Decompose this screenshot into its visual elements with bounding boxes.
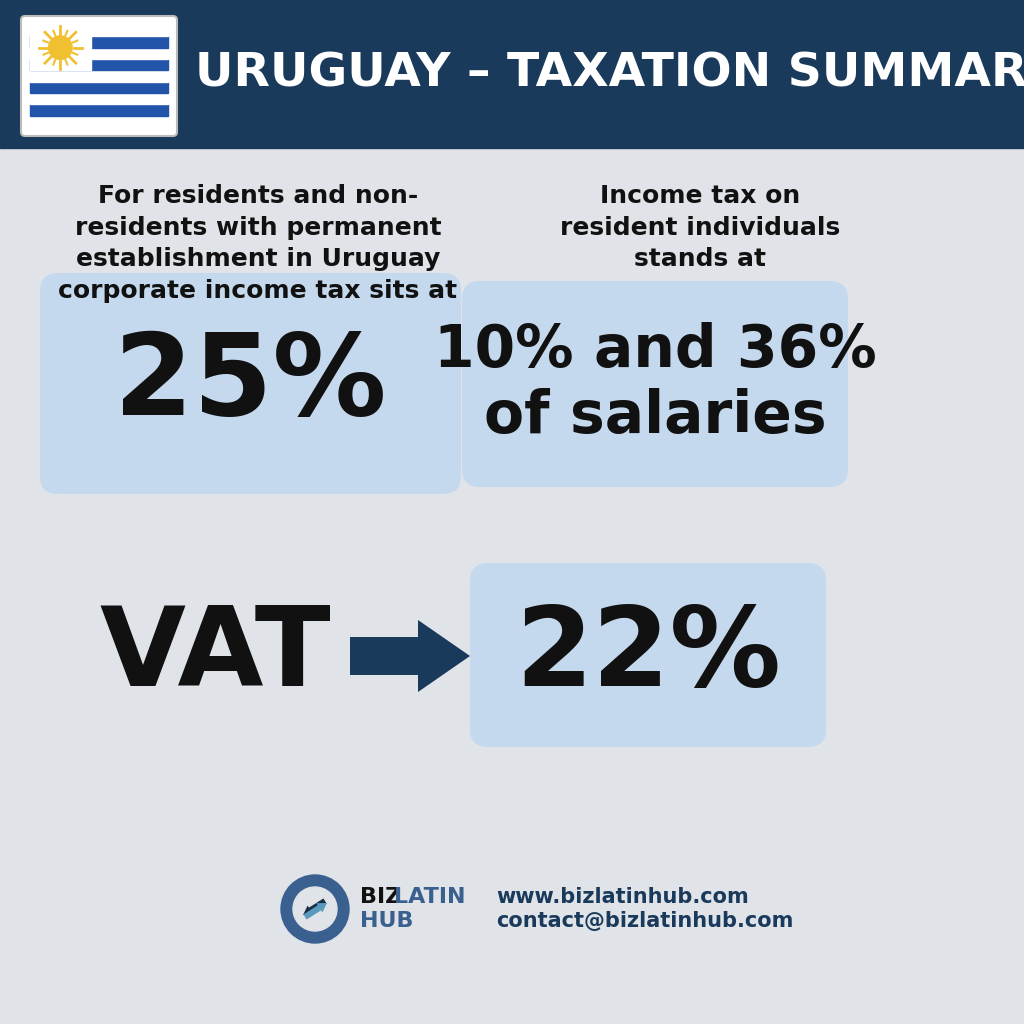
Text: 25%: 25% — [115, 328, 387, 439]
Bar — [30, 48, 168, 59]
Text: URUGUAY – TAXATION SUMMARY: URUGUAY – TAXATION SUMMARY — [195, 51, 1024, 96]
FancyBboxPatch shape — [470, 563, 826, 746]
Bar — [30, 93, 168, 104]
Bar — [30, 36, 168, 48]
FancyArrow shape — [303, 903, 327, 920]
Text: LATIN: LATIN — [394, 887, 466, 907]
Bar — [30, 25, 91, 71]
Text: VAT: VAT — [99, 602, 331, 710]
Text: contact@bizlatinhub.com: contact@bizlatinhub.com — [496, 911, 794, 931]
Bar — [0, 0, 1024, 148]
FancyBboxPatch shape — [22, 16, 177, 136]
Text: For residents and non-
residents with permanent
establishment in Uruguay
corpora: For residents and non- residents with pe… — [58, 184, 458, 303]
Circle shape — [281, 874, 349, 943]
Circle shape — [48, 36, 72, 59]
Bar — [30, 82, 168, 93]
Text: HUB: HUB — [360, 911, 414, 931]
Text: BIZ: BIZ — [360, 887, 401, 907]
FancyArrow shape — [350, 620, 470, 692]
Text: 10% and 36%
of salaries: 10% and 36% of salaries — [433, 323, 877, 445]
Text: 22%: 22% — [515, 601, 781, 709]
Bar — [30, 25, 168, 36]
Text: www.bizlatinhub.com: www.bizlatinhub.com — [496, 887, 749, 907]
FancyArrow shape — [303, 898, 327, 915]
Bar — [30, 116, 168, 127]
FancyBboxPatch shape — [462, 281, 848, 487]
FancyBboxPatch shape — [40, 273, 461, 494]
Bar — [30, 71, 168, 82]
Bar — [30, 104, 168, 116]
Bar — [30, 59, 168, 71]
Text: Income tax on
resident individuals
stands at: Income tax on resident individuals stand… — [560, 184, 840, 271]
Circle shape — [293, 887, 337, 931]
